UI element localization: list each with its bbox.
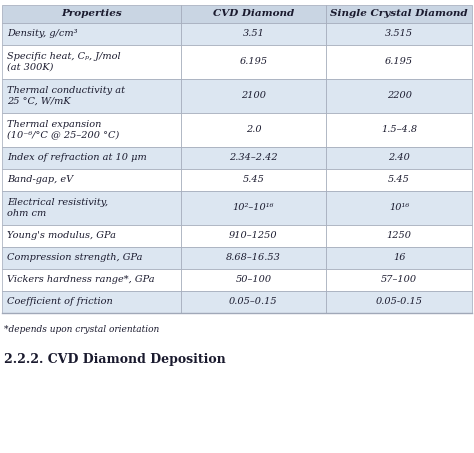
- Bar: [181, 45, 326, 79]
- Text: 2100: 2100: [241, 92, 266, 101]
- Bar: [181, 79, 326, 113]
- Bar: [2, 169, 181, 191]
- Text: 1.5–4.8: 1.5–4.8: [381, 125, 417, 135]
- Bar: [326, 23, 472, 45]
- Bar: [326, 45, 472, 79]
- Text: 10¹⁶: 10¹⁶: [389, 203, 409, 212]
- Text: 2.40: 2.40: [388, 154, 410, 163]
- Text: Electrical resistivity,
ohm cm: Electrical resistivity, ohm cm: [7, 198, 108, 218]
- Bar: [181, 269, 326, 291]
- Text: 2200: 2200: [387, 92, 411, 101]
- Bar: [2, 225, 181, 247]
- Text: Young's modulus, GPa: Young's modulus, GPa: [7, 231, 116, 241]
- Text: *depends upon crystal orientation: *depends upon crystal orientation: [4, 325, 159, 334]
- Bar: [181, 191, 326, 225]
- Text: Index of refraction at 10 μm: Index of refraction at 10 μm: [7, 154, 147, 163]
- Text: 0.05–0.15: 0.05–0.15: [229, 298, 278, 307]
- Text: 1250: 1250: [387, 231, 411, 241]
- Bar: [181, 147, 326, 169]
- Text: 6.195: 6.195: [239, 58, 267, 67]
- Text: 5.45: 5.45: [243, 175, 264, 184]
- Text: Thermal expansion
(10⁻⁶/°C @ 25–200 °C): Thermal expansion (10⁻⁶/°C @ 25–200 °C): [7, 120, 119, 140]
- Bar: [2, 113, 181, 147]
- Bar: [2, 247, 181, 269]
- Text: Properties: Properties: [61, 10, 122, 19]
- Text: Band-gap, eV: Band-gap, eV: [7, 175, 73, 184]
- Text: 16: 16: [393, 254, 405, 262]
- Text: Density, g/cm³: Density, g/cm³: [7, 29, 78, 39]
- Text: 2.0: 2.0: [246, 125, 261, 135]
- Bar: [326, 169, 472, 191]
- Bar: [326, 147, 472, 169]
- Text: 57–100: 57–100: [381, 275, 417, 284]
- Text: Thermal conductivity at
25 °C, W/mK: Thermal conductivity at 25 °C, W/mK: [7, 87, 125, 106]
- Bar: [2, 45, 181, 79]
- Text: Specific heat, Cₚ, J/mol
(at 300K): Specific heat, Cₚ, J/mol (at 300K): [7, 52, 120, 72]
- Bar: [2, 23, 181, 45]
- Bar: [326, 5, 472, 23]
- Bar: [181, 169, 326, 191]
- Bar: [2, 5, 181, 23]
- Bar: [181, 291, 326, 313]
- Bar: [2, 191, 181, 225]
- Text: 2.2.2. CVD Diamond Deposition: 2.2.2. CVD Diamond Deposition: [4, 353, 226, 366]
- Bar: [181, 5, 326, 23]
- Text: Coefficient of friction: Coefficient of friction: [7, 298, 113, 307]
- Bar: [181, 23, 326, 45]
- Bar: [326, 269, 472, 291]
- Text: Vickers hardness range*, GPa: Vickers hardness range*, GPa: [7, 275, 155, 284]
- Text: 2.34–2.42: 2.34–2.42: [229, 154, 278, 163]
- Text: Single Crystal Diamond: Single Crystal Diamond: [330, 10, 468, 19]
- Bar: [181, 247, 326, 269]
- Bar: [326, 291, 472, 313]
- Bar: [181, 225, 326, 247]
- Bar: [181, 113, 326, 147]
- Bar: [326, 113, 472, 147]
- Text: 0.05-0.15: 0.05-0.15: [376, 298, 423, 307]
- Text: 5.45: 5.45: [388, 175, 410, 184]
- Text: 3.515: 3.515: [385, 29, 413, 39]
- Text: Compression strength, GPa: Compression strength, GPa: [7, 254, 143, 262]
- Bar: [2, 269, 181, 291]
- Text: 50–100: 50–100: [236, 275, 272, 284]
- Text: 910–1250: 910–1250: [229, 231, 278, 241]
- Bar: [326, 247, 472, 269]
- Bar: [2, 79, 181, 113]
- Bar: [326, 79, 472, 113]
- Text: 3.51: 3.51: [243, 29, 264, 39]
- Bar: [326, 191, 472, 225]
- Bar: [2, 291, 181, 313]
- Bar: [2, 147, 181, 169]
- Bar: [326, 225, 472, 247]
- Text: 6.195: 6.195: [385, 58, 413, 67]
- Text: 10²–10¹⁶: 10²–10¹⁶: [233, 203, 274, 212]
- Text: CVD Diamond: CVD Diamond: [213, 10, 294, 19]
- Text: 8.68–16.53: 8.68–16.53: [226, 254, 281, 262]
